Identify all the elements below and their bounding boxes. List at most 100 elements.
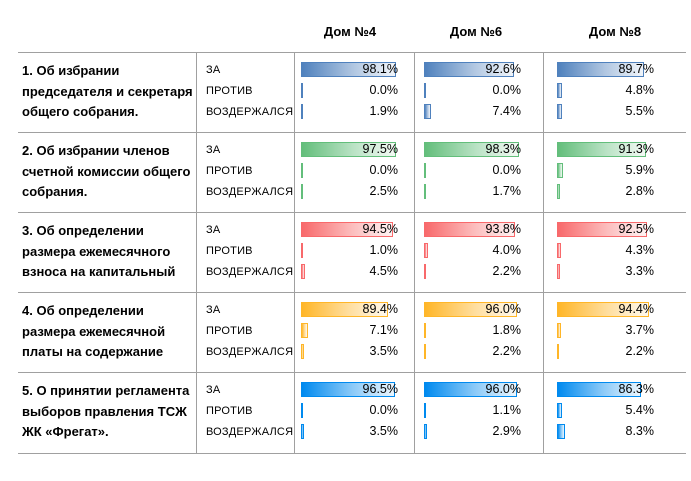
data-cell: 4.0% (424, 243, 521, 258)
data-label: 1.7% (492, 184, 522, 198)
data-cell: 0.0% (424, 163, 521, 178)
data-cell: 0.0% (424, 83, 521, 98)
option-label: ПРОТИВ (206, 325, 253, 337)
option-label: ВОЗДЕРЖАЛСЯ (206, 426, 294, 438)
data-cell: 1.8% (424, 323, 521, 338)
data-bar (557, 302, 649, 317)
question-text-line: размера ежемесячного (22, 243, 171, 259)
option-label: ВОЗДЕРЖАЛСЯ (206, 346, 294, 358)
question-text-line: платы на содержание (22, 344, 164, 359)
question-text-line: председателя и секретаря (22, 83, 193, 99)
data-label: 94.5% (362, 222, 398, 236)
option-label: ВОЗДЕРЖАЛСЯ (206, 266, 294, 278)
data-bar (424, 83, 426, 98)
data-cell: 8.3% (557, 424, 654, 439)
data-cell: 4.5% (301, 264, 398, 279)
data-cell: 5.5% (557, 104, 654, 119)
data-label: 2.2% (625, 344, 655, 358)
data-bar (557, 104, 562, 119)
question-text: 4. Об определении размера ежемесячной плат… (22, 301, 194, 363)
data-bar (557, 142, 646, 157)
data-bar (424, 424, 427, 439)
data-label: 5.5% (625, 104, 655, 118)
data-cell: 93.8% (424, 222, 521, 237)
data-bar (557, 243, 561, 258)
data-cell: 2.2% (557, 344, 654, 359)
row-divider (18, 132, 686, 133)
data-label: 96.0% (485, 382, 521, 396)
data-bar (424, 382, 517, 397)
data-cell: 97.5% (301, 142, 398, 157)
question-text-line: выборов правления ТСЖ (22, 403, 187, 419)
data-cell: 2.9% (424, 424, 521, 439)
data-label: 97.5% (362, 142, 398, 156)
data-cell: 96.0% (424, 382, 521, 397)
data-cell: 94.4% (557, 302, 654, 317)
data-label: 0.0% (369, 163, 399, 177)
data-label: 4.0% (492, 243, 522, 257)
data-bar (301, 243, 303, 258)
question-text-line: 3. Об определении (22, 223, 144, 238)
data-label: 98.3% (485, 142, 521, 156)
column-divider (196, 52, 197, 453)
data-cell: 86.3% (557, 382, 654, 397)
data-cell: 3.3% (557, 264, 654, 279)
data-bar (424, 323, 426, 338)
data-label: 1.9% (369, 104, 399, 118)
data-label: 94.4% (618, 302, 654, 316)
data-label: 2.8% (625, 184, 655, 198)
data-bar (301, 222, 393, 237)
data-bar (557, 424, 565, 439)
row-divider (18, 212, 686, 213)
data-cell: 92.5% (557, 222, 654, 237)
question-text-line: общего собрания. (22, 104, 139, 119)
data-cell: 3.5% (301, 344, 398, 359)
data-label: 98.1% (362, 62, 398, 76)
data-bar (301, 104, 303, 119)
data-label: 0.0% (369, 403, 399, 417)
question-text-line: собрания. (22, 184, 88, 199)
data-label: 3.7% (625, 323, 655, 337)
data-cell: 1.0% (301, 243, 398, 258)
data-bar (424, 243, 428, 258)
data-bar (557, 83, 562, 98)
data-label: 2.5% (369, 184, 399, 198)
data-cell: 2.5% (301, 184, 398, 199)
data-bar (424, 222, 515, 237)
data-label: 0.0% (492, 83, 522, 97)
question-text: 2. Об избрании членов счетной комиссии об… (22, 141, 194, 203)
data-cell: 1.7% (424, 184, 521, 199)
data-cell: 5.4% (557, 403, 654, 418)
data-bar (557, 184, 560, 199)
data-label: 0.0% (369, 83, 399, 97)
data-bar (424, 62, 514, 77)
data-label: 1.0% (369, 243, 399, 257)
option-label: ПРОТИВ (206, 405, 253, 417)
data-cell: 96.0% (424, 302, 521, 317)
data-bar (301, 344, 304, 359)
data-label: 89.4% (362, 302, 398, 316)
data-bar (301, 142, 396, 157)
data-bar (301, 184, 303, 199)
option-label: ЗА (206, 384, 221, 396)
data-bar (557, 344, 559, 359)
option-label: ЗА (206, 304, 221, 316)
data-cell: 0.0% (301, 403, 398, 418)
data-label: 7.1% (369, 323, 399, 337)
question-text: 1. Об избрании председателя и секретаря об… (22, 61, 194, 123)
data-cell: 1.1% (424, 403, 521, 418)
data-bar (301, 62, 396, 77)
data-label: 4.3% (625, 243, 655, 257)
question-text: 5. О принятии регламента выборов правлени… (22, 381, 194, 443)
data-label: 1.1% (492, 403, 522, 417)
option-label: ЗА (206, 64, 221, 76)
data-cell: 89.7% (557, 62, 654, 77)
data-label: 2.2% (492, 344, 522, 358)
question-text-line: ЖК «Фрегат». (22, 424, 109, 439)
data-cell: 98.1% (301, 62, 398, 77)
data-label: 93.8% (485, 222, 521, 236)
data-bar (557, 163, 563, 178)
data-cell: 89.4% (301, 302, 398, 317)
data-bar (557, 222, 647, 237)
